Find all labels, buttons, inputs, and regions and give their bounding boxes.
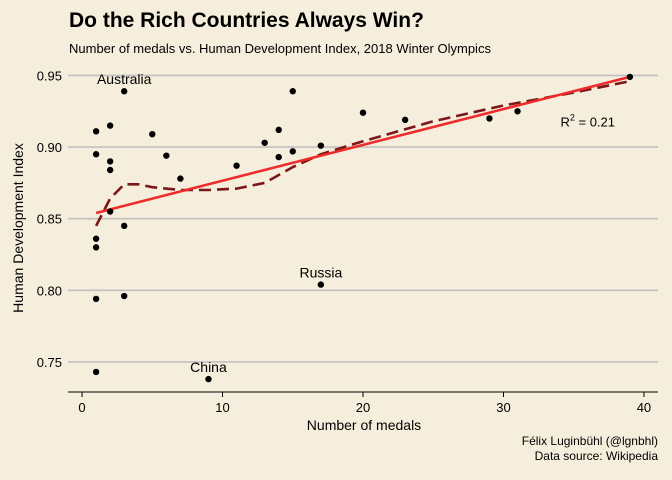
- x-tick-label: 0: [78, 400, 85, 415]
- data-point: [317, 142, 325, 149]
- y-tick-label: 0.85: [37, 212, 62, 227]
- data-point: [626, 73, 634, 81]
- caption-source: Data source: Wikipedia: [534, 449, 658, 463]
- data-point: [92, 244, 100, 251]
- axes: 0.75 0.80 0.85 0.90 0.95 0 10 20 30 40: [37, 68, 658, 415]
- x-tick-label: 40: [637, 400, 651, 415]
- y-axis-label: Human Development Index: [10, 143, 26, 313]
- linear-fit-line: [95, 75, 631, 215]
- data-point: [106, 158, 114, 165]
- data-point: [289, 88, 296, 95]
- data-point: [106, 166, 114, 174]
- data-point: [289, 148, 296, 155]
- chart-title: Do the Rich Countries Always Win?: [69, 9, 424, 32]
- data-point: [163, 152, 170, 159]
- y-tick-label: 0.90: [37, 140, 62, 155]
- data-point: [275, 126, 282, 134]
- data-points: [92, 73, 634, 383]
- chart-subtitle: Number of medals vs. Human Development I…: [69, 41, 491, 56]
- data-point: [317, 281, 325, 288]
- data-point: [261, 139, 268, 146]
- caption-author: Félix Luginbühl (@lgnbhl): [521, 434, 658, 448]
- r-squared-annotation: R2 = 0.21: [560, 113, 615, 130]
- data-point: [106, 122, 114, 129]
- data-point: [92, 295, 100, 303]
- y-tick-label: 0.95: [37, 68, 62, 83]
- data-point: [275, 153, 282, 161]
- x-axis-label: Number of medals: [307, 417, 421, 433]
- point-label: Australia: [97, 71, 152, 87]
- data-point: [359, 109, 367, 116]
- data-point: [486, 115, 493, 122]
- data-point: [120, 292, 128, 300]
- loess-fit-line: [94, 79, 631, 227]
- x-tick-label: 30: [496, 400, 510, 415]
- caption: Félix Luginbühl (@lgnbhl) Data source: W…: [522, 434, 658, 464]
- x-tick-label: 10: [215, 400, 229, 415]
- data-point: [92, 368, 100, 376]
- data-point: [92, 128, 100, 135]
- data-point: [120, 222, 128, 230]
- y-tick-label: 0.80: [37, 283, 62, 298]
- point-label: China: [190, 359, 227, 375]
- data-point: [120, 88, 128, 95]
- data-point: [149, 130, 156, 138]
- gridlines: [68, 74, 658, 363]
- data-point: [92, 151, 100, 158]
- data-point: [92, 235, 100, 242]
- fit-lines: [94, 75, 631, 227]
- data-point: [177, 175, 184, 182]
- y-tick-label: 0.75: [37, 355, 62, 370]
- data-point: [401, 116, 409, 124]
- point-labels: Russia China Australia: [97, 71, 343, 375]
- x-tick-label: 20: [356, 400, 370, 415]
- data-point: [233, 162, 240, 169]
- data-point: [106, 208, 114, 215]
- data-point: [205, 375, 212, 383]
- point-label: Russia: [299, 265, 342, 281]
- data-point: [514, 108, 521, 115]
